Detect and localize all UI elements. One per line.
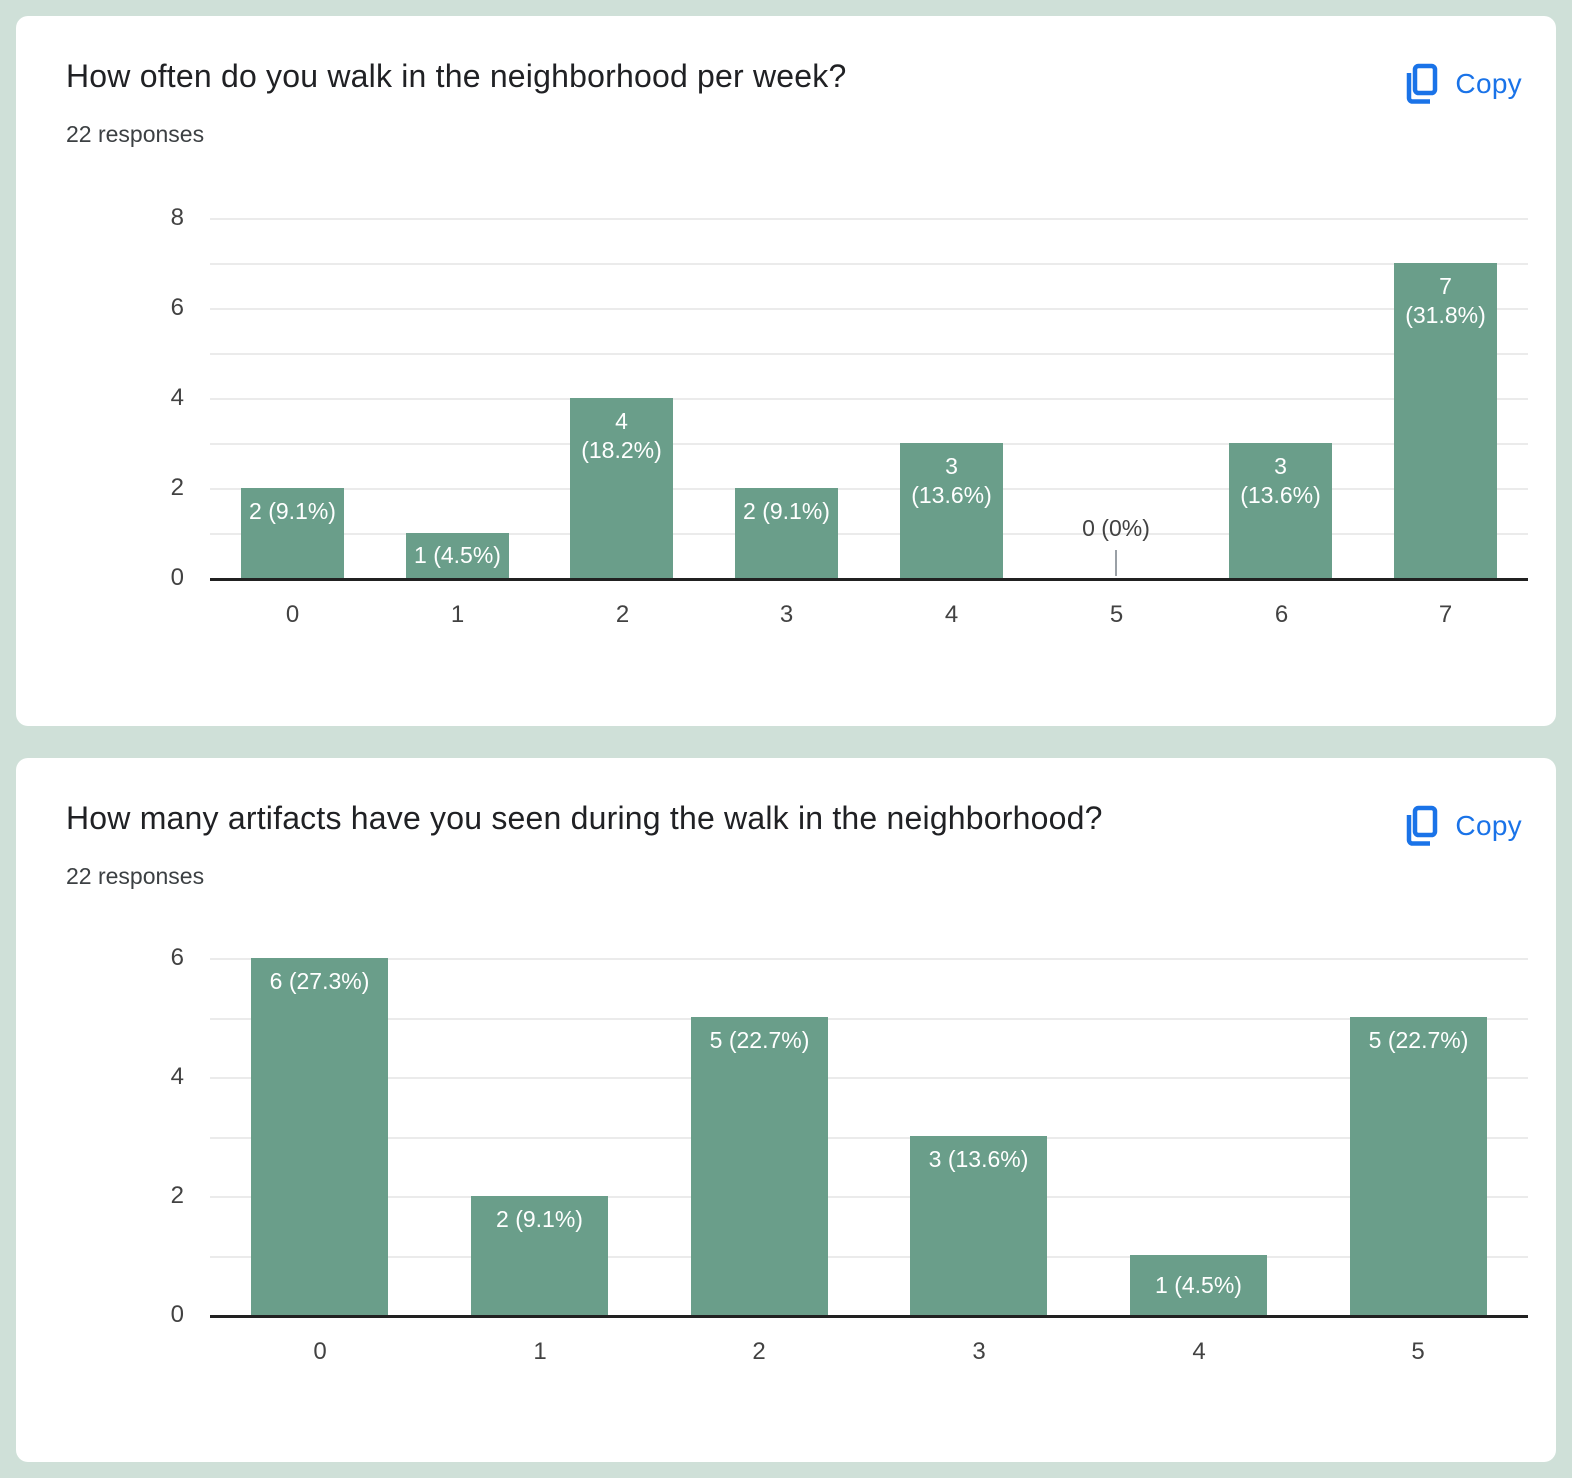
gridline — [210, 1077, 1528, 1079]
x-axis-tick-label: 5 — [1109, 601, 1124, 628]
bar[interactable] — [1130, 1255, 1267, 1315]
gridline — [210, 218, 1528, 220]
bar[interactable] — [735, 488, 838, 578]
x-axis-tick-label: 2 — [615, 601, 630, 628]
x-axis-tick-label: 3 — [972, 1338, 986, 1365]
x-axis-tick-label: 4 — [1192, 1338, 1206, 1365]
gridline — [210, 353, 1528, 355]
response-count: 22 responses — [66, 121, 205, 147]
bar-value-label: 1 (4.5%) — [414, 542, 501, 568]
bar-value-label: 7 — [1439, 273, 1452, 299]
gridline — [210, 443, 1528, 445]
bar-value-label: 5 (22.7%) — [709, 1027, 810, 1053]
bar-value-label: 3 (13.6%) — [928, 1146, 1029, 1172]
x-axis-tick-label: 0 — [313, 1338, 327, 1365]
bar[interactable] — [1229, 443, 1332, 578]
question-text-block: How often do you walk in the neighborhoo… — [66, 56, 846, 148]
gridline — [210, 1196, 1528, 1198]
gridline — [210, 398, 1528, 400]
y-axis-tick-label: 6 — [170, 944, 184, 971]
bar-value-label: 2 (9.1%) — [496, 1206, 583, 1232]
bar-value-label: (31.8%) — [1405, 302, 1486, 328]
question-text-block: How many artifacts have you seen during … — [66, 798, 1103, 890]
bar-value-label: (18.2%) — [581, 437, 662, 463]
bar[interactable] — [251, 958, 388, 1315]
y-axis-tick-label: 4 — [170, 384, 184, 411]
x-axis-tick-label: 1 — [533, 1338, 547, 1365]
bar-value-label: 1 (4.5%) — [1155, 1272, 1242, 1298]
bar[interactable] — [1394, 263, 1497, 578]
x-axis-tick-label: 1 — [450, 601, 465, 628]
x-axis-line — [210, 578, 1528, 581]
bar[interactable] — [910, 1136, 1047, 1315]
bar-value-label: (13.6%) — [911, 482, 992, 508]
question-card-walk-frequency: How often do you walk in the neighborhoo… — [16, 16, 1556, 726]
gridline — [210, 533, 1528, 535]
bar-chart-artifacts-seen: 0 2 4 6 6 (27.3%) 0 2 (9.1%) 1 5 (22.7%) 2 3 (13.6… — [66, 890, 1528, 1462]
bar[interactable] — [471, 1196, 608, 1315]
gridline — [210, 263, 1528, 265]
bar[interactable] — [406, 533, 509, 578]
y-axis-tick-label: 2 — [170, 474, 184, 501]
x-axis-tick-label: 3 — [779, 601, 794, 628]
x-axis-tick-label: 5 — [1411, 1338, 1425, 1365]
copy-label: Copy — [1455, 810, 1522, 841]
bar[interactable] — [900, 443, 1003, 578]
gridline — [210, 1256, 1528, 1258]
card-header: How often do you walk in the neighborhoo… — [66, 56, 1528, 148]
bar-chart-walk-frequency: 0 2 4 6 8 2 (9.1%) 0 1 (4.5%) 1 4 (18.2%) 2 2 (9.1%)… — [66, 148, 1528, 726]
gridline — [210, 958, 1528, 960]
question-title: How often do you walk in the neighborhoo… — [66, 58, 847, 94]
bar[interactable] — [691, 1017, 828, 1315]
copy-button[interactable]: Copy — [1397, 58, 1528, 110]
zero-value-label: 0 (0%) — [1082, 515, 1150, 541]
x-axis-tick-label: 7 — [1438, 601, 1453, 628]
copy-icon — [1403, 62, 1439, 106]
gridline — [210, 1137, 1528, 1139]
y-axis-tick-label: 2 — [170, 1182, 184, 1209]
bar-value-label: 2 (9.1%) — [249, 498, 336, 524]
bar-value-label: (13.6%) — [1240, 482, 1321, 508]
x-axis-line — [210, 1315, 1528, 1318]
y-axis-tick-label: 4 — [170, 1063, 184, 1090]
x-axis-tick-label: 4 — [944, 601, 959, 628]
y-axis-tick-label: 6 — [170, 294, 184, 321]
y-axis-tick-label: 0 — [170, 564, 184, 591]
gridline — [210, 308, 1528, 310]
bar-value-label: 6 (27.3%) — [269, 968, 370, 994]
bar-value-label: 4 — [615, 408, 628, 434]
y-axis-tick-label: 0 — [170, 1301, 184, 1328]
question-card-artifacts-seen: How many artifacts have you seen during … — [16, 758, 1556, 1462]
bar-value-label: 3 — [1274, 453, 1287, 479]
bar[interactable] — [570, 398, 673, 578]
x-axis-tick-label: 2 — [752, 1338, 766, 1365]
question-title: How many artifacts have you seen during … — [66, 800, 1103, 836]
x-axis-tick-label: 6 — [1274, 601, 1289, 628]
gridline — [210, 488, 1528, 490]
card-header: How many artifacts have you seen during … — [66, 798, 1528, 890]
bar-value-label: 3 — [945, 453, 958, 479]
x-axis-tick-label: 0 — [285, 601, 300, 628]
copy-button[interactable]: Copy — [1397, 800, 1528, 852]
response-count: 22 responses — [66, 863, 205, 889]
gridline — [210, 1018, 1528, 1020]
bar[interactable] — [241, 488, 344, 578]
copy-label: Copy — [1455, 68, 1522, 99]
bar-value-label: 5 (22.7%) — [1368, 1027, 1469, 1053]
zero-tick-stem — [1115, 550, 1117, 576]
y-axis-tick-label: 8 — [170, 204, 184, 231]
bar-value-label: 2 (9.1%) — [743, 498, 830, 524]
bar[interactable] — [1350, 1017, 1487, 1315]
copy-icon — [1403, 804, 1439, 848]
